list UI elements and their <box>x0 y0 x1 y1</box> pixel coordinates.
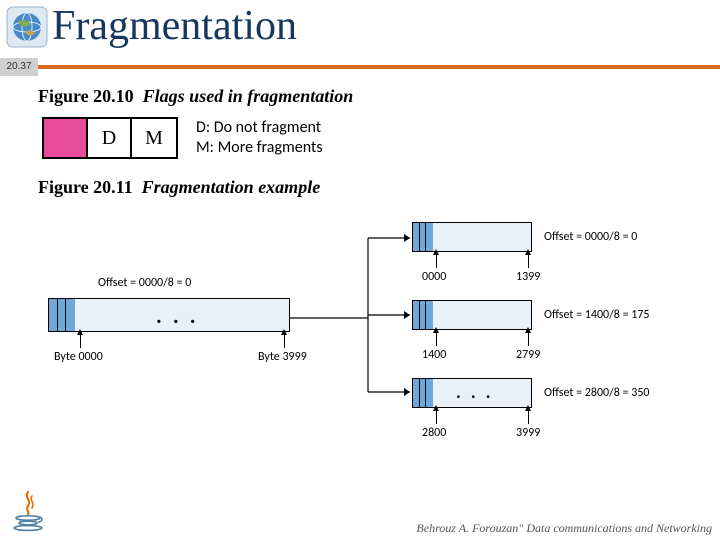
f2-start-label: 1400 <box>422 348 446 362</box>
slide-header: Fragmentation <box>0 0 720 58</box>
f2-offset-label: Offset = 1400/8 = 175 <box>544 308 650 322</box>
legend-m: M: More fragments <box>196 138 323 158</box>
figure2-caption: Figure 20.11 Fragmentation example <box>38 177 710 198</box>
slide-number-bar: 20.37 <box>0 58 720 76</box>
f3-dots: . . . <box>456 381 494 403</box>
arrow-byte-end <box>284 334 285 348</box>
content-area: Figure 20.10 Flags used in fragmentation… <box>38 86 710 518</box>
byte-end-label: Byte 3999 <box>258 350 307 364</box>
accent-line <box>38 65 720 69</box>
arrow-f3-start <box>436 410 437 424</box>
fragmentation-diagram: Offset = 0000/8 = 0 . . . Byte 0000 Byte… <box>38 208 698 428</box>
f3-end-label: 3999 <box>516 426 540 440</box>
arrow-f2-start <box>436 332 437 346</box>
f3-start-label: 2800 <box>422 426 446 440</box>
arrow-f1-end <box>528 254 529 268</box>
orig-dots: . . . <box>156 302 199 329</box>
fragment2 <box>412 300 532 330</box>
figure2-number: Figure 20.11 <box>38 177 133 197</box>
f1-end-label: 1399 <box>516 270 540 284</box>
figure1-caption: Figure 20.10 Flags used in fragmentation <box>38 86 710 107</box>
flags-legend: D: Do not fragment M: More fragments <box>196 118 323 158</box>
figure2-title: Fragmentation example <box>142 177 321 197</box>
arrow-f2-end <box>528 332 529 346</box>
f2-end-label: 2799 <box>516 348 540 362</box>
arrow-f1-start <box>436 254 437 268</box>
footer-credit: Behrouz A. Forouzan" Data communications… <box>416 521 712 536</box>
f1-offset-label: Offset = 0000/8 = 0 <box>544 230 637 244</box>
flag-m-cell: M <box>132 119 176 157</box>
figure1-number: Figure 20.10 <box>38 86 134 106</box>
orig-offset-label: Offset = 0000/8 = 0 <box>98 276 191 290</box>
flags-boxes: D M <box>42 117 178 159</box>
flag-reserved-cell <box>44 119 88 157</box>
page-title: Fragmentation <box>52 2 297 50</box>
legend-d: D: Do not fragment <box>196 118 323 138</box>
flags-diagram: D M D: Do not fragment M: More fragments <box>42 117 710 159</box>
slide-number: 20.37 <box>0 58 38 76</box>
java-logo-icon <box>8 490 48 534</box>
globe-icon <box>6 6 48 48</box>
f1-start-label: 0000 <box>422 270 446 284</box>
fragment1 <box>412 222 532 252</box>
arrow-byte-start <box>80 334 81 348</box>
flag-d-cell: D <box>88 119 132 157</box>
arrow-f3-end <box>528 410 529 424</box>
figure1-title: Flags used in fragmentation <box>143 86 354 106</box>
f3-offset-label: Offset = 2800/8 = 350 <box>544 386 650 400</box>
byte-start-label: Byte 0000 <box>54 350 103 364</box>
